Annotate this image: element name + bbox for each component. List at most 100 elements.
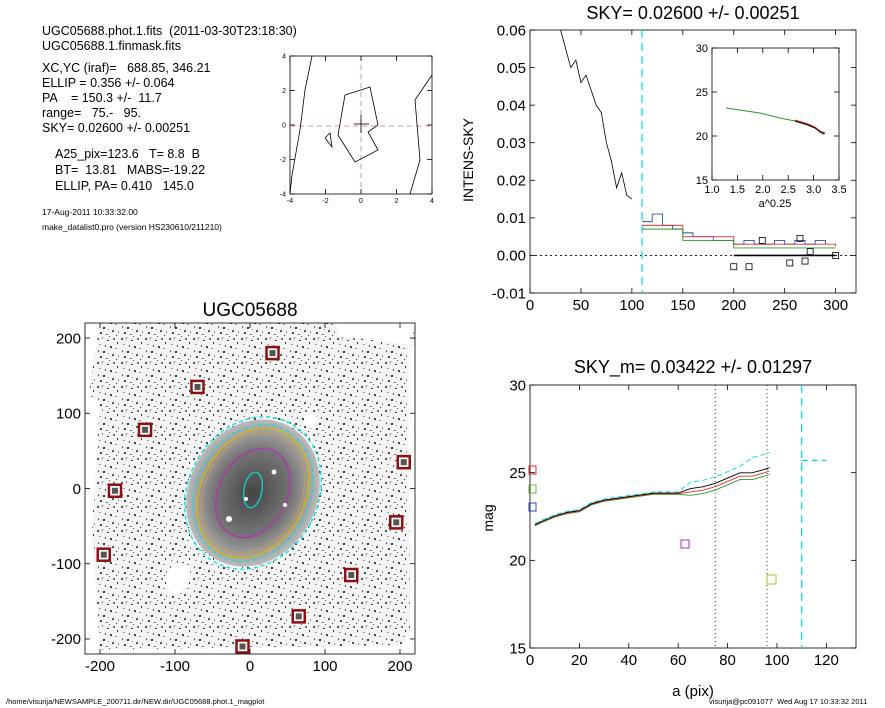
center-plot: -4 -2 0 2 4 -4 -2 0 2 4 <box>280 53 434 205</box>
mask-box-core <box>142 426 148 433</box>
sky-ellipse-inner <box>192 424 314 562</box>
inset-black-curve <box>794 120 825 135</box>
header-line7: SKY= 0.02600 +/- 0.00251 <box>42 121 191 135</box>
footer-user: visurija@pc091077 Wed Aug 17 10:33:32 20… <box>709 697 868 706</box>
sky-profile-line <box>560 29 633 200</box>
mag-plot-title: SKY_m= 0.03422 +/- 0.01297 <box>574 357 812 378</box>
center-ytick-label: 0 <box>282 122 286 129</box>
mag-plot-ylabel: mag <box>480 504 496 531</box>
inset-xtick-label: 2.0 <box>755 184 770 196</box>
mask-box-core <box>348 572 355 579</box>
mag-marker-blue <box>528 502 537 512</box>
image-xtick-label: 0 <box>246 658 254 675</box>
galaxy-knot-3 <box>226 516 232 522</box>
header-program: make_datalist0.pro (version HS230610/211… <box>42 222 222 232</box>
mag-marker-magenta <box>680 539 690 549</box>
center-xtick-label: 4 <box>430 198 434 205</box>
mask-box-core <box>194 383 201 390</box>
sky-xtick-label: 300 <box>823 297 848 314</box>
sky-inset-frame <box>711 47 840 181</box>
mask-box-core <box>112 487 118 494</box>
image-blank-corner <box>335 323 414 345</box>
image-ytick-label: 100 <box>56 406 81 423</box>
mag-plot: SKY_m= 0.03422 +/- 0.01297 a (pix) mag 0… <box>480 357 857 700</box>
mag-marker-green <box>528 484 537 494</box>
header-date: 17-Aug-2011 10:33:32.00 <box>42 207 138 217</box>
inset-xtick-label: 1.0 <box>704 184 719 196</box>
mag-ytick-label: 30 <box>509 377 526 394</box>
sky-square-marker <box>801 257 809 265</box>
mag-xtick-label: 0 <box>526 652 534 669</box>
mag-ytick-label: 20 <box>509 553 526 570</box>
galaxy-knot-4 <box>283 503 287 507</box>
center-xtick-label: 0 <box>359 198 363 205</box>
mag-plot-frame <box>529 384 857 649</box>
galaxy-knot-2 <box>271 469 277 475</box>
inset-ytick-label: 25 <box>696 87 708 99</box>
image-xtick-label: 200 <box>387 658 412 675</box>
image-ytick-label: 0 <box>73 481 81 498</box>
image-blob-1 <box>166 562 190 594</box>
isophote-center <box>243 471 263 509</box>
mag-ytick-label: 15 <box>509 640 526 657</box>
mag-xtick-label: 100 <box>764 652 789 669</box>
sky-square-marker <box>832 252 840 259</box>
mag-xtick-label: 120 <box>814 652 839 669</box>
inset-ytick-label: 30 <box>696 43 708 55</box>
mag-profile-line <box>534 451 770 524</box>
mag-xtick-label: 20 <box>571 652 588 669</box>
header-line10: ELLIP, PA= 0.410 145.0 <box>55 179 194 193</box>
footer-path: /home/visurija/NEWSAMPLE_200711.dir/NEW.… <box>6 697 265 706</box>
center-ytick-label: -2 <box>280 157 286 164</box>
sky-plot-frame <box>529 29 857 294</box>
mask-box-core <box>239 643 246 650</box>
mag-profile-line <box>534 470 770 526</box>
header-line5: PA = 150.3 +/- 11.7 <box>42 91 162 105</box>
image-ytick-label: -200 <box>51 631 81 648</box>
sky-square-marker <box>745 263 753 271</box>
header-line8: A25_pix=123.6 T= 8.8 B <box>55 147 201 161</box>
sky-inset-xlabel: a^0.25 <box>759 198 792 210</box>
sky-square-marker <box>786 259 794 267</box>
sky-ytick-label: 0.00 <box>497 248 526 265</box>
mag-xtick-label: 60 <box>670 652 687 669</box>
inset-xtick-label: 3.5 <box>831 184 846 196</box>
sky-square-marker <box>796 235 804 242</box>
image-xtick-label: 100 <box>312 658 337 675</box>
sky-xtick-label: 0 <box>526 297 534 314</box>
header-line1: UGC05688.phot.1.fits (2011-03-30T23:18:3… <box>42 24 297 38</box>
mag-plot-xlabel: a (pix) <box>672 683 714 700</box>
inset-xtick-label: 2.5 <box>781 184 796 196</box>
image-xtick-label: -100 <box>160 658 190 675</box>
mag-xtick-label: 80 <box>719 652 736 669</box>
sky-xtick-label: 250 <box>772 297 797 314</box>
inset-xtick-label: 1.5 <box>730 184 745 196</box>
image-ytick-label: 200 <box>56 330 81 347</box>
sky-plot-title: SKY= 0.02600 +/- 0.00251 <box>586 3 799 23</box>
header-line4: ELLIP = 0.356 +/- 0.064 <box>42 76 175 90</box>
sky-ytick-label: 0.01 <box>497 210 526 227</box>
sky-series-green <box>642 228 836 249</box>
sky-xtick-label: 50 <box>573 297 590 314</box>
inset-red-curve <box>794 119 826 135</box>
header-line9: BT= 13.81 MABS=-19.22 <box>55 163 206 177</box>
sky-plot: SKY= 0.02600 +/- 0.00251 INTENS-SKY 0 50 1… <box>460 3 857 314</box>
header-line6: range= 75.- 95. <box>42 106 142 120</box>
mask-box-core <box>295 613 302 620</box>
mag-marker-red <box>528 465 537 475</box>
mag-profile-line <box>534 473 770 527</box>
mag-marker-yellow <box>766 574 777 585</box>
mask-box-core <box>269 350 276 357</box>
sky-xtick-label: 100 <box>619 297 644 314</box>
image-ytick-label: -100 <box>51 556 81 573</box>
sky-series-red <box>642 224 837 247</box>
sky-square-marker <box>806 248 814 256</box>
sky-xtick-label: 150 <box>670 297 695 314</box>
image-blob-2 <box>304 414 318 428</box>
center-contour-right <box>409 74 433 195</box>
center-contour-small <box>324 132 333 149</box>
galaxy-knot-1 <box>244 497 248 501</box>
image-title: UGC05688 <box>202 300 297 321</box>
sky-square-marker <box>730 263 738 271</box>
